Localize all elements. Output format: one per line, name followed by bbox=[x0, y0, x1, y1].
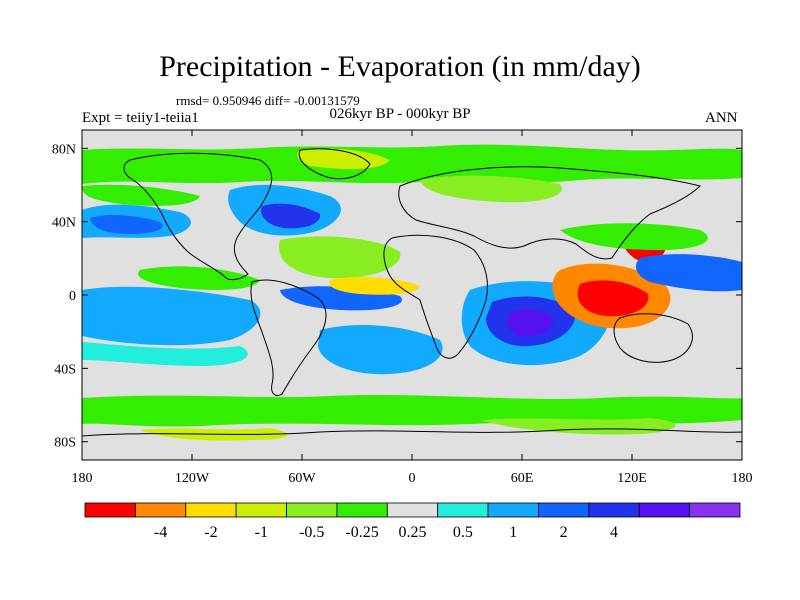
chart-title: Precipitation - Evaporation (in mm/day) bbox=[159, 50, 641, 83]
pme-map-field bbox=[82, 130, 742, 460]
pme-contour-field bbox=[82, 144, 742, 441]
colorbar-swatch bbox=[336, 502, 388, 518]
lat-tick-label: 80S bbox=[54, 436, 76, 451]
lat-tick-label: 40S bbox=[54, 362, 76, 377]
lon-tick-label: 120E bbox=[617, 471, 647, 486]
colorbar-label: 1 bbox=[509, 524, 517, 541]
eq-pacific-green bbox=[138, 266, 260, 290]
lon-tick-label: 0 bbox=[409, 471, 416, 486]
west-pacific-blue bbox=[635, 254, 742, 292]
coastlines bbox=[82, 148, 742, 437]
experiment-label: Expt = teiiy1-teiia1 bbox=[82, 110, 199, 126]
coast-africa bbox=[383, 234, 488, 359]
colorbar-swatch bbox=[487, 502, 539, 518]
lat-tick-label: 0 bbox=[69, 289, 76, 304]
season-label: ANN bbox=[705, 110, 738, 126]
period-label: 026kyr BP - 000kyr BP bbox=[329, 106, 471, 122]
colorbar-swatch bbox=[286, 502, 338, 518]
lon-tick-label: 60E bbox=[511, 471, 534, 486]
colorbar-swatch bbox=[689, 502, 741, 518]
lon-tick-label: 120W bbox=[175, 471, 210, 486]
colorbar-label: -4 bbox=[154, 524, 167, 541]
north-pacific-core bbox=[90, 215, 163, 234]
coast-antarctica bbox=[82, 428, 742, 437]
colorbar-swatch bbox=[185, 502, 237, 518]
lon-tick-label: 60W bbox=[288, 471, 316, 486]
south-atlantic-blue bbox=[318, 325, 443, 375]
arctic-band bbox=[82, 144, 742, 184]
colorbar-swatch bbox=[588, 502, 640, 518]
colorbar: -4 -2 -1 -0.5 -0.25 0.25 0.5 1 2 4 bbox=[84, 502, 741, 541]
southern-ocean-patch-2 bbox=[480, 418, 676, 435]
colorbar-swatch bbox=[235, 502, 287, 518]
colorbar-swatch bbox=[437, 502, 489, 518]
map-axes: 80N 40N 0 40S 80S 180 120W 60W 0 60E 120E 180 bbox=[52, 130, 753, 486]
colorbar-label: 4 bbox=[610, 524, 618, 541]
maritime-continent-red bbox=[577, 280, 649, 317]
colorbar-swatch bbox=[538, 502, 590, 518]
colorbar-label: -2 bbox=[204, 524, 217, 541]
colorbar-label: 2 bbox=[560, 524, 568, 541]
lon-tick-label: 180 bbox=[72, 471, 93, 486]
indian-ocean-deep bbox=[507, 309, 554, 337]
lat-tick-label: 40N bbox=[52, 216, 76, 231]
rmsd-diff-stats: rmsd= 0.950946 diff= -0.00131579 bbox=[176, 93, 360, 108]
colorbar-swatch bbox=[386, 502, 439, 518]
eurasia-green-patch bbox=[420, 175, 562, 203]
lon-tick-label: 180 bbox=[732, 471, 753, 486]
colorbar-label: -0.5 bbox=[299, 524, 324, 541]
coast-eurasia bbox=[398, 166, 701, 260]
tropical-atlantic-yellow bbox=[329, 277, 420, 295]
colorbar-label: -1 bbox=[255, 524, 268, 541]
tropical-pacific-light bbox=[82, 342, 248, 366]
colorbar-swatch bbox=[134, 502, 187, 518]
subtropical-atlantic-green bbox=[279, 236, 401, 279]
colorbar-swatch bbox=[84, 502, 136, 518]
tropical-pacific-blue bbox=[82, 286, 261, 346]
colorbar-swatch bbox=[638, 502, 691, 518]
ne-pacific-green bbox=[82, 184, 200, 206]
coast-australia bbox=[613, 313, 693, 363]
colorbar-label: -0.25 bbox=[345, 524, 378, 541]
colorbar-label: 0.5 bbox=[453, 524, 473, 541]
coast-south-america bbox=[250, 279, 327, 397]
coast-north-america bbox=[123, 152, 273, 281]
colorbar-label: 0.25 bbox=[399, 524, 427, 541]
arctic-patch-yellow bbox=[296, 148, 390, 170]
coast-greenland bbox=[298, 148, 371, 180]
north-atlantic-core bbox=[261, 203, 321, 229]
southern-ocean-band bbox=[82, 395, 742, 427]
west-pacific-green bbox=[560, 223, 708, 250]
lat-tick-label: 80N bbox=[52, 142, 76, 157]
